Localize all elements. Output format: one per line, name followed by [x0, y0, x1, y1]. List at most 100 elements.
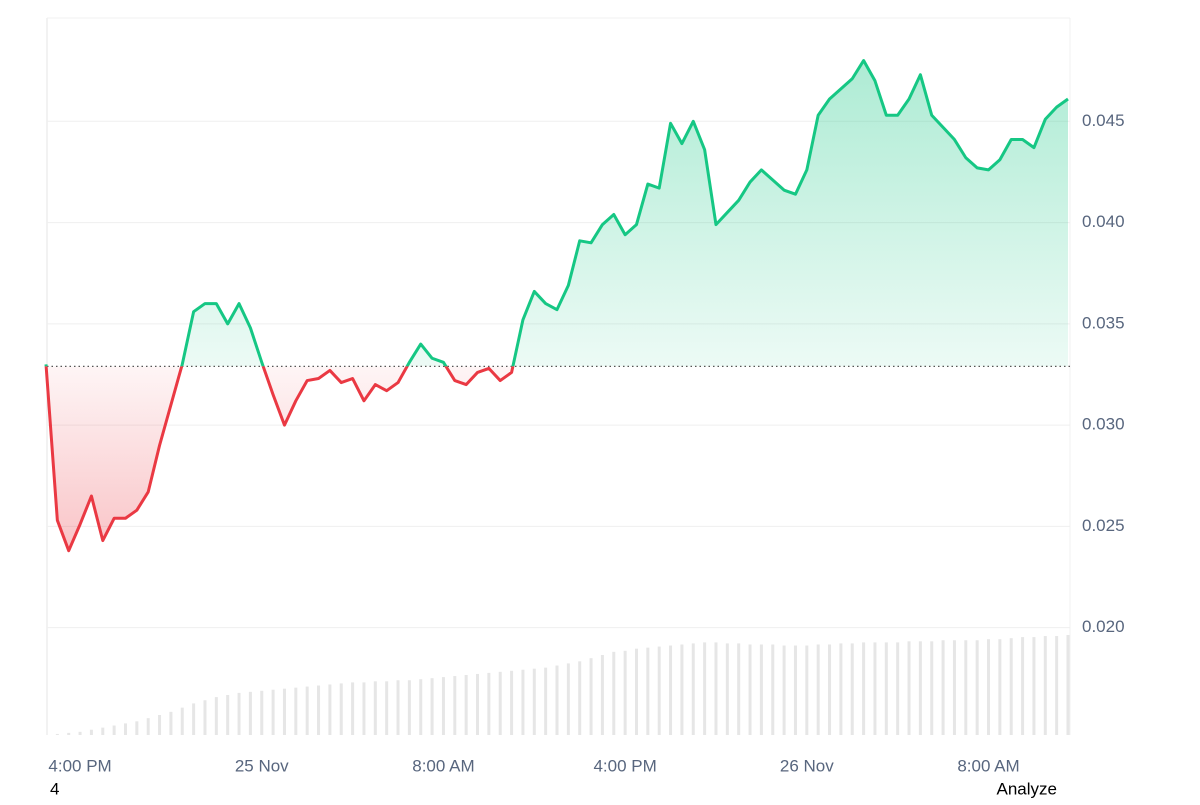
volume-bar — [589, 658, 593, 735]
volume-bar — [634, 648, 638, 735]
volume-bar — [453, 676, 457, 735]
volume-bar — [1066, 635, 1070, 735]
footer-left: 4 — [50, 779, 59, 798]
x-tick-label: 8:00 AM — [957, 756, 1019, 775]
volume-bar — [691, 643, 695, 735]
footer-right[interactable]: Analyze — [997, 779, 1057, 798]
volume-bar — [441, 677, 445, 735]
y-tick-label: 0.045 — [1082, 111, 1125, 130]
volume-bar — [828, 644, 832, 735]
volume-bar — [839, 643, 843, 735]
area-up — [46, 60, 1068, 367]
volume-bar — [805, 645, 809, 735]
volume-bar — [260, 690, 264, 735]
volume-bar — [521, 669, 525, 735]
volume-bar — [941, 640, 945, 735]
volume-bar — [339, 683, 343, 735]
volume-bar — [373, 681, 377, 735]
volume-bar — [623, 650, 627, 735]
volume-bar — [748, 644, 752, 735]
volume-bar — [407, 680, 411, 735]
volume-bar — [544, 667, 548, 735]
volume-bar — [328, 684, 332, 735]
volume-bar — [600, 655, 604, 735]
volume-bar — [964, 640, 968, 735]
volume-bar — [930, 641, 934, 735]
volume-bar — [317, 685, 321, 735]
volume-bar — [510, 670, 514, 735]
volume-bar — [67, 732, 71, 735]
volume-bar — [566, 663, 570, 735]
volume-bar — [396, 680, 400, 735]
volume-bar — [952, 640, 956, 735]
volume-bar — [362, 682, 366, 735]
volume-bar — [918, 641, 922, 735]
volume-bar — [998, 639, 1002, 735]
volume-bar — [578, 661, 582, 735]
volume-bar — [873, 642, 877, 735]
volume-bar — [135, 721, 139, 735]
volume-bar — [385, 681, 389, 735]
y-tick-label: 0.035 — [1082, 313, 1125, 332]
x-tick-label: 4:00 PM — [593, 756, 656, 775]
y-tick-label: 0.030 — [1082, 415, 1125, 434]
volume-bar — [816, 644, 820, 735]
y-tick-label: 0.040 — [1082, 212, 1125, 231]
y-tick-label: 0.025 — [1082, 516, 1125, 535]
x-tick-label: 8:00 AM — [412, 756, 474, 775]
volume-bar — [793, 645, 797, 735]
volume-bar — [532, 668, 536, 735]
area-down — [46, 366, 1068, 551]
volume-bar — [192, 703, 196, 735]
volume-bar — [282, 688, 286, 735]
volume-bar — [146, 718, 150, 735]
volume-bar — [987, 639, 991, 735]
volume-bar — [1043, 636, 1047, 735]
volume-bar — [112, 725, 116, 735]
volume-bar — [1032, 637, 1036, 735]
volume-bar — [884, 642, 888, 735]
volume-bar — [78, 731, 82, 735]
volume-bar — [680, 644, 684, 735]
volume-bar — [555, 665, 559, 735]
x-tick-label: 4:00 PM — [48, 756, 111, 775]
volume-bar — [89, 729, 93, 735]
volume-bar — [714, 642, 718, 735]
volume-bar — [237, 692, 241, 735]
volume-bar — [226, 695, 230, 735]
volume-bar — [669, 645, 673, 735]
volume-bar — [419, 679, 423, 735]
volume-bar — [180, 707, 184, 735]
x-tick-label: 26 Nov — [780, 756, 834, 775]
volume-bar — [430, 678, 434, 735]
volume-bar — [703, 642, 707, 735]
volume-bar — [487, 672, 491, 735]
volume-bar — [850, 643, 854, 735]
volume-bar — [214, 697, 218, 735]
volume-bar — [305, 686, 309, 735]
volume-bar — [498, 671, 502, 735]
volume-bar — [248, 691, 252, 735]
volume-bar — [101, 727, 105, 735]
volume-bar — [1055, 636, 1059, 735]
volume-bar — [771, 644, 775, 735]
volume-bar — [907, 641, 911, 735]
volume-bar — [203, 700, 207, 735]
volume-bar — [975, 640, 979, 735]
volume-bar — [55, 733, 59, 735]
volume-bar — [725, 643, 729, 735]
price-line-up — [44, 59, 1069, 367]
volume-bar — [862, 642, 866, 735]
x-tick-label: 25 Nov — [235, 756, 289, 775]
volume-bar — [657, 646, 661, 735]
volume-bar — [123, 723, 127, 735]
volume-bar — [1021, 637, 1025, 735]
volume-bar — [759, 644, 763, 735]
volume-bar — [271, 689, 275, 735]
volume-bar — [169, 711, 173, 735]
volume-bar — [896, 642, 900, 735]
volume-bar — [1009, 638, 1013, 735]
volume-bar — [158, 715, 162, 735]
volume-bar — [646, 647, 650, 735]
